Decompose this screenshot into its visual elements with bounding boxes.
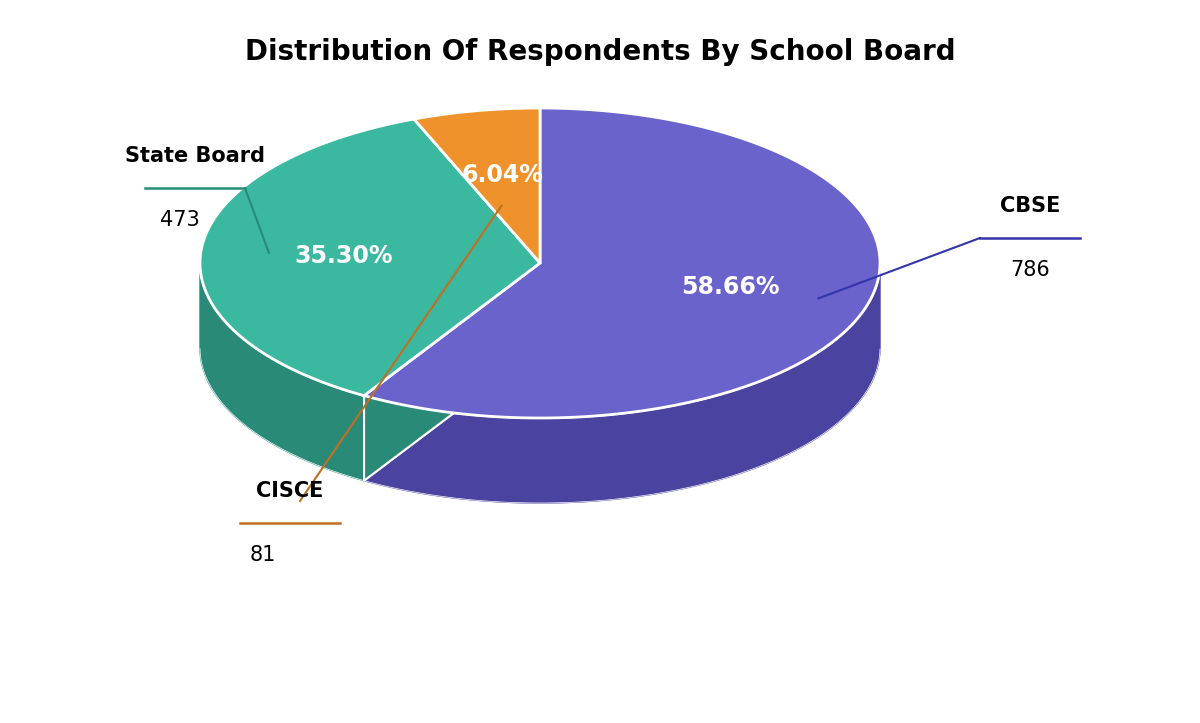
Text: 58.66%: 58.66% [680, 275, 779, 299]
Polygon shape [364, 264, 880, 503]
Text: State Board: State Board [125, 146, 265, 166]
Polygon shape [364, 263, 540, 481]
Text: 81: 81 [250, 545, 276, 565]
Text: CBSE: CBSE [1000, 196, 1060, 216]
Polygon shape [414, 108, 540, 263]
Text: 473: 473 [160, 210, 199, 230]
Text: 786: 786 [1010, 260, 1050, 280]
Text: Distribution Of Respondents By School Board: Distribution Of Respondents By School Bo… [245, 38, 955, 66]
Polygon shape [364, 263, 540, 481]
Text: 35.30%: 35.30% [294, 244, 392, 268]
Polygon shape [200, 119, 540, 395]
Text: CISCE: CISCE [257, 481, 324, 501]
Text: 6.04%: 6.04% [462, 163, 544, 187]
Polygon shape [200, 263, 364, 481]
Polygon shape [364, 108, 880, 418]
